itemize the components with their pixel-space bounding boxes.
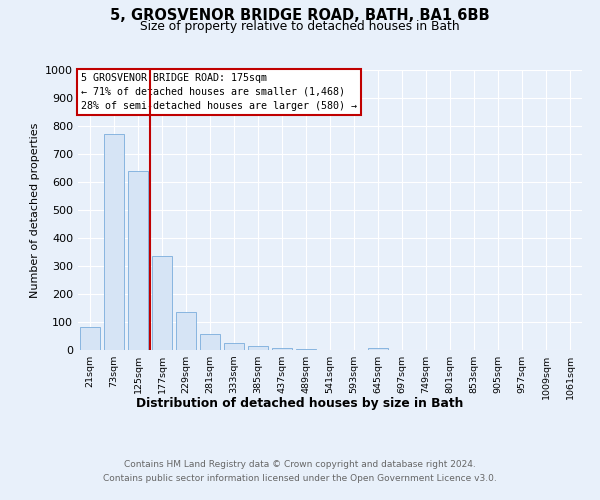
Text: Distribution of detached houses by size in Bath: Distribution of detached houses by size … (136, 398, 464, 410)
Bar (128, 171, 148, 350)
Bar (248, 346, 268, 350)
Text: Size of property relative to detached houses in Bath: Size of property relative to detached ho… (140, 20, 460, 33)
Bar (368, 348, 388, 350)
Bar (272, 348, 292, 350)
Text: Contains public sector information licensed under the Open Government Licence v3: Contains public sector information licen… (103, 474, 497, 483)
Bar (152, 256, 172, 350)
Text: 5, GROSVENOR BRIDGE ROAD, BATH, BA1 6BB: 5, GROSVENOR BRIDGE ROAD, BATH, BA1 6BB (110, 8, 490, 22)
Bar (176, 312, 196, 350)
Text: 5 GROSVENOR BRIDGE ROAD: 175sqm
← 71% of detached houses are smaller (1,468)
28%: 5 GROSVENOR BRIDGE ROAD: 175sqm ← 71% of… (80, 73, 356, 111)
Bar (80, 327, 100, 350)
Bar (200, 334, 220, 350)
Text: Contains HM Land Registry data © Crown copyright and database right 2024.: Contains HM Land Registry data © Crown c… (124, 460, 476, 469)
Bar (296, 349, 316, 350)
Bar (224, 343, 244, 350)
Y-axis label: Number of detached properties: Number of detached properties (29, 122, 40, 298)
Bar (104, 134, 124, 350)
